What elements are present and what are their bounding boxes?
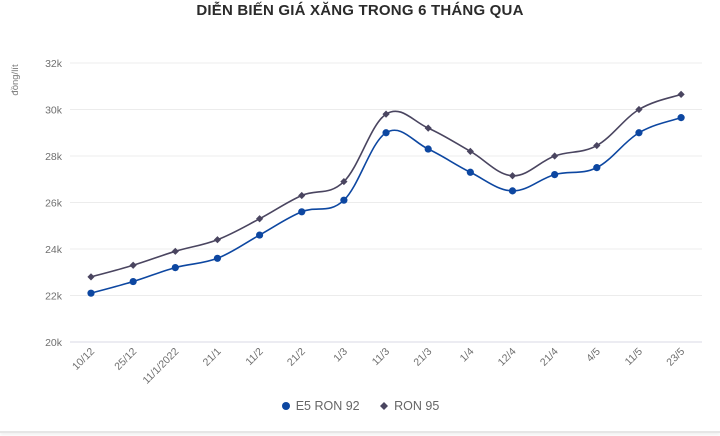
data-point[interactable] [213, 254, 222, 262]
legend-label: E5 RON 92 [295, 399, 360, 413]
legend-item-e5-ron-92[interactable]: E5 RON 92 [281, 399, 360, 413]
data-point[interactable] [593, 164, 601, 172]
y-tick-label: 26k [45, 198, 63, 210]
data-point[interactable] [256, 231, 264, 239]
x-tick-label: 11/2 [243, 346, 265, 368]
x-tick-label: 11/5 [623, 346, 645, 368]
x-tick-label: 25/12 [112, 346, 139, 373]
data-point[interactable] [129, 261, 137, 269]
data-point[interactable] [340, 177, 348, 186]
x-tick-label: 21/1 [201, 346, 224, 369]
y-tick-label: 30k [45, 105, 63, 117]
x-tick-label: 11/1/2022 [140, 346, 181, 387]
data-point[interactable] [298, 191, 306, 200]
data-point[interactable] [298, 208, 306, 216]
legend-label: RON 95 [394, 399, 440, 413]
y-tick-label: 28k [45, 151, 63, 163]
series-line-e5-ron-92 [90, 116, 682, 294]
x-tick-label: 1/4 [458, 346, 477, 365]
data-point[interactable] [256, 215, 264, 223]
data-point[interactable] [466, 168, 474, 176]
data-point[interactable] [593, 141, 601, 150]
data-point[interactable] [171, 247, 179, 255]
data-point[interactable] [677, 90, 685, 98]
diamond-marker-icon [380, 402, 389, 410]
series-line-ron-95 [90, 93, 682, 278]
x-tick-label: 21/4 [538, 346, 561, 369]
data-point[interactable] [635, 105, 643, 114]
y-tick-label: 20k [45, 337, 63, 349]
x-tick-label: 11/3 [370, 346, 392, 368]
data-point[interactable] [382, 129, 390, 137]
y-tick-label: 24k [45, 244, 63, 256]
x-tick-label: 4/5 [584, 346, 603, 365]
data-point[interactable] [87, 273, 95, 281]
data-point[interactable] [87, 289, 95, 297]
data-point[interactable] [213, 236, 222, 244]
chart-title: DIỄN BIẾN GIÁ XĂNG TRONG 6 THÁNG QUA [196, 2, 524, 19]
data-point[interactable] [551, 152, 559, 160]
x-tick-label: 23/5 [664, 346, 687, 369]
data-point[interactable] [466, 147, 474, 155]
legend-item-ron-95[interactable]: RON 95 [379, 399, 439, 413]
data-point[interactable] [508, 187, 517, 195]
data-point[interactable] [508, 172, 517, 180]
x-tick-label: 1/3 [331, 346, 350, 365]
y-tick-label: 32k [45, 58, 63, 70]
chart-legend: E5 RON 92 RON 95 [0, 399, 720, 414]
data-point[interactable] [424, 145, 432, 153]
x-tick-label: 21/2 [285, 346, 308, 369]
y-axis-label: đồng/lít [10, 64, 21, 96]
data-point[interactable] [635, 129, 643, 137]
data-point[interactable] [382, 110, 390, 118]
data-point[interactable] [129, 277, 137, 286]
x-tick-label: 10/12 [70, 346, 97, 373]
y-tick-label: 22k [45, 291, 63, 303]
data-point[interactable] [551, 171, 559, 179]
data-point[interactable] [171, 264, 179, 272]
x-tick-label: 21/3 [411, 346, 434, 369]
circle-marker-icon [281, 402, 290, 410]
data-point[interactable] [677, 114, 685, 122]
data-point[interactable] [424, 124, 432, 132]
data-point[interactable] [340, 196, 348, 204]
x-tick-label: 12/4 [496, 346, 519, 369]
